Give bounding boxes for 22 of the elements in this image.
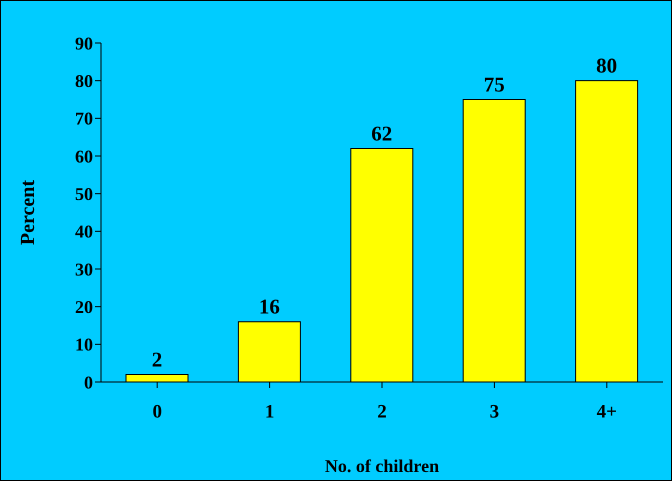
data-label: 75 <box>484 72 505 96</box>
x-tick-label: 4+ <box>596 401 617 422</box>
y-tick-label: 20 <box>75 297 93 318</box>
y-tick-label: 70 <box>75 108 93 129</box>
y-tick-label: 90 <box>75 33 93 54</box>
y-tick-label: 10 <box>75 334 93 355</box>
data-label: 80 <box>596 54 618 78</box>
data-label: 16 <box>258 294 280 319</box>
x-tick-label: 3 <box>490 401 500 422</box>
y-tick-label: 0 <box>84 372 93 392</box>
x-tick-label: 0 <box>152 401 162 422</box>
y-tick-label: 60 <box>75 146 93 166</box>
y-tick-label: 80 <box>75 71 93 92</box>
data-label: 62 <box>371 121 392 146</box>
y-tick-label: 30 <box>75 259 93 280</box>
x-tick-label: 2 <box>377 401 387 422</box>
data-label: 2 <box>152 347 162 372</box>
y-tick-label: 50 <box>75 184 93 204</box>
x-tick-label: 1 <box>264 401 274 422</box>
x-axis-title: No. of children <box>324 456 440 476</box>
y-axis-title: Percent <box>17 180 40 246</box>
y-tick-label: 40 <box>75 222 93 242</box>
